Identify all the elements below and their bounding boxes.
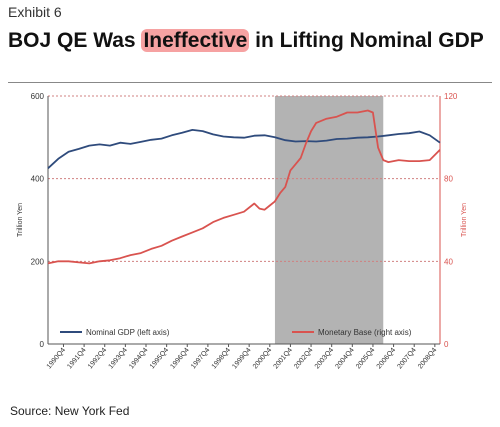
page-title: BOJ QE Was Ineffective in Lifting Nomina… [8,28,488,53]
y-tick-label-right: 80 [444,175,453,184]
gdp-series-line [47,129,441,169]
x-tick-label: 1991Q4 [66,347,87,371]
x-tick-label: 2008Q4 [417,347,438,371]
x-tick-label: 1992Q4 [87,347,108,371]
x-tick-label: 2007Q4 [396,347,417,371]
y-tick-label-right: 120 [444,92,458,101]
y-tick-label-right: 40 [444,257,453,266]
title-highlight: Ineffective [141,29,250,52]
x-tick-label: 2004Q4 [334,347,355,371]
exhibit-label: Exhibit 6 [8,4,62,20]
shaded-region [274,96,384,344]
x-tick-label: 1990Q4 [46,347,67,371]
x-tick-label: 1998Q4 [211,347,232,371]
x-tick-label: 2005Q4 [355,347,376,371]
x-tick-label: 1996Q4 [169,347,190,371]
x-tick-label: 1994Q4 [128,347,149,371]
y-tick-label-left: 400 [31,175,45,184]
x-tick-label: 2002Q4 [293,347,314,371]
source-note: Source: New York Fed [10,404,130,418]
y-axis-title-left: Trillion Yen [17,203,24,237]
series-lines [47,109,441,265]
grid-lines [48,95,440,262]
y-axis-title-right: Trillion Yen [461,203,468,237]
x-tick-label: 1995Q4 [149,347,170,371]
legend: Nominal GDP (left axis) Monetary Base (ri… [60,328,412,337]
legend-label: Nominal GDP (left axis) [86,328,170,337]
x-tick-label: 1997Q4 [190,347,211,371]
title-text-before: BOJ QE Was [8,29,142,52]
y-tick-label-left: 200 [31,257,45,266]
x-tick-label: 1993Q4 [108,347,129,371]
x-tick-label: 2003Q4 [314,347,335,371]
legend-item-gdp: Nominal GDP (left axis) [60,328,170,337]
chart: 0 0 200 40 400 80 600 120 Trillion Yen Trillion Y… [17,92,468,371]
y-tick-label-left: 0 [40,340,45,349]
monetary-base-series-line [47,109,441,265]
x-tick-label: 2000Q4 [252,347,273,371]
legend-item-monetary-base: Monetary Base (right axis) [292,328,412,337]
x-tick-label: 1999Q4 [231,347,252,371]
x-tick-label: 2006Q4 [376,347,397,371]
title-text-after: in Lifting Nominal GDP [249,29,484,52]
y-tick-label-right: 0 [444,340,449,349]
x-tick-label: 2001Q4 [273,347,294,371]
y-tick-label-left: 600 [31,92,45,101]
legend-label: Monetary Base (right axis) [318,328,412,337]
shaded-period [274,96,384,344]
title-divider [8,82,492,83]
